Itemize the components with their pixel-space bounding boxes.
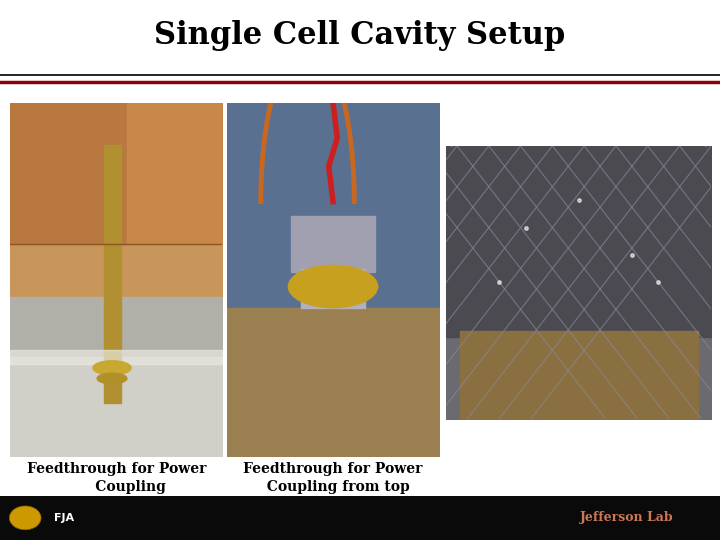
Ellipse shape (97, 373, 127, 384)
Ellipse shape (289, 265, 377, 308)
Ellipse shape (93, 361, 131, 375)
Text: plasma below the cavity: plasma below the cavity (485, 173, 672, 187)
Text: Single Cell Cavity Setup: Single Cell Cavity Setup (154, 19, 566, 51)
Text: Feedthrough for Power
  Coupling from top: Feedthrough for Power Coupling from top (243, 462, 423, 494)
Bar (0, 496, 720, 540)
Text: FJA: FJA (54, 513, 74, 523)
Circle shape (9, 506, 41, 530)
Text: Feedthrough for Power
      Coupling: Feedthrough for Power Coupling (27, 462, 206, 494)
Text: Jefferson Lab: Jefferson Lab (580, 511, 673, 524)
